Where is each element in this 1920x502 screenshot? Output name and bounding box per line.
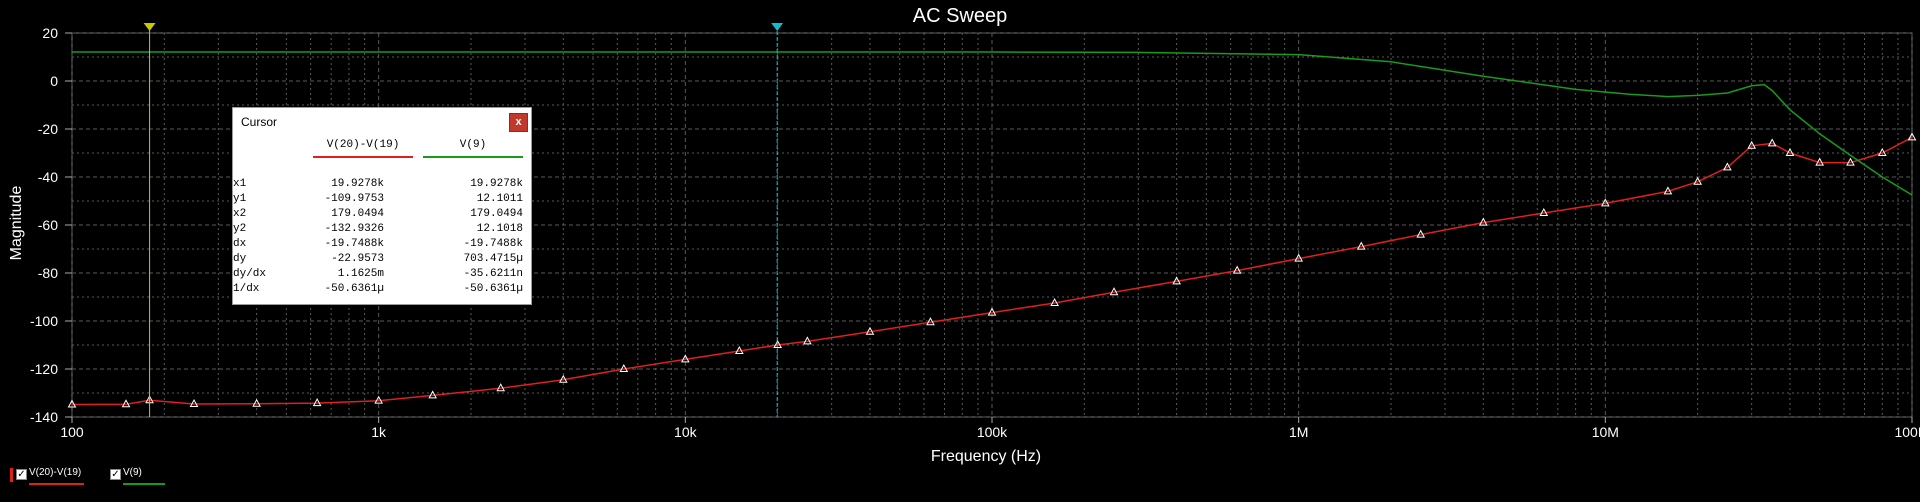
y-tick-label: 0 <box>50 73 58 89</box>
data-point-marker <box>312 398 322 407</box>
data-point-marker <box>865 326 875 335</box>
data-point-marker <box>1907 132 1917 141</box>
column-underline-series-1 <box>313 156 413 158</box>
chart-title: AC Sweep <box>913 5 1008 27</box>
data-point-marker <box>987 307 997 316</box>
column-header-series-1: V(20)-V(19) <box>326 139 400 151</box>
cursor-panel[interactable]: Cursor x V(20)-V(19) V(9) x1 19.9278k 19.9… <box>232 107 532 305</box>
data-point-marker <box>1050 297 1059 306</box>
legend-checkbox-series-1[interactable]: ✓ <box>16 469 27 480</box>
x-tick-label: 1k <box>371 424 387 440</box>
series-line-1 <box>71 136 1913 406</box>
data-point-marker <box>1693 176 1702 185</box>
data-point-marker <box>803 336 812 345</box>
data-point-marker <box>1747 140 1756 149</box>
data-point-marker <box>1767 138 1777 147</box>
data-point-marker <box>374 395 384 404</box>
x-tick-label: 10k <box>674 424 698 440</box>
y-tick-label: -20 <box>38 121 58 137</box>
legend-label-series-1: V(20)-V(19) <box>29 467 82 478</box>
data-point-marker <box>428 390 438 399</box>
cursor-2-handle[interactable] <box>771 23 784 31</box>
data-point-marker <box>1172 276 1181 285</box>
y-tick-label: -40 <box>38 169 58 185</box>
column-header-series-2: V(9) <box>459 139 487 151</box>
data-point-marker <box>558 374 568 383</box>
y-axis-label: Magnitude <box>8 186 25 261</box>
legend-line-series-1 <box>29 483 84 485</box>
data-point-marker <box>1416 229 1426 238</box>
series-line-2 <box>72 51 1913 196</box>
cursor-row-inv-dx: 1/dx -50.6361µ -50.6361µ <box>233 283 523 295</box>
legend-label-series-2: V(9) <box>123 467 142 478</box>
x-tick-label: 1M <box>1289 424 1308 440</box>
cursor-row-dx: dx -19.7488k -19.7488k <box>233 238 523 250</box>
y-tick-label: -60 <box>38 217 58 233</box>
data-point-marker <box>1785 147 1795 156</box>
legend-color-marker <box>10 468 13 482</box>
data-point-marker <box>1109 287 1119 296</box>
close-button[interactable]: x <box>509 113 528 132</box>
x-tick-label: 100k <box>977 424 1008 440</box>
y-tick-label: 20 <box>42 25 58 41</box>
column-underline-series-2 <box>423 156 523 158</box>
cursor-row-x1: x1 19.9278k 19.9278k <box>233 178 523 190</box>
x-tick-label: 10M <box>1592 424 1619 440</box>
series-layer <box>67 51 1917 408</box>
y-tick-label: -100 <box>30 313 58 329</box>
data-point-marker <box>1846 157 1855 166</box>
data-point-marker <box>1723 162 1732 171</box>
data-point-marker <box>773 339 782 348</box>
data-point-marker <box>121 399 131 408</box>
cursor-row-y1: y1 -109.9753 12.1011 <box>233 193 523 205</box>
data-point-marker <box>1539 207 1549 216</box>
cursor-row-x2: x2 179.0494 179.0494 <box>233 208 523 220</box>
data-point-marker <box>1232 265 1242 274</box>
cursor-layer[interactable] <box>143 23 784 417</box>
legend-item-series-1[interactable]: ✓ V(20)-V(19) <box>10 464 102 486</box>
legend: ✓ V(20)-V(19) ✓ V(9) <box>10 464 188 486</box>
data-point-marker <box>1356 241 1366 250</box>
cursor-1-handle[interactable] <box>143 23 156 31</box>
data-point-marker <box>1877 147 1887 156</box>
y-tick-label: -140 <box>30 409 58 425</box>
y-tick-label: -120 <box>30 361 58 377</box>
legend-line-series-2 <box>123 483 165 485</box>
cursor-row-dydx: dy/dx 1.1625m -35.6211n <box>233 268 523 280</box>
data-point-marker <box>67 399 77 408</box>
data-point-marker <box>1663 186 1673 195</box>
data-point-marker <box>1478 217 1488 226</box>
data-point-marker <box>496 383 506 392</box>
data-point-marker <box>734 345 744 354</box>
data-point-marker <box>252 398 261 407</box>
legend-item-series-2[interactable]: ✓ V(9) <box>110 464 180 486</box>
y-tick-label: -80 <box>38 265 58 281</box>
legend-checkbox-series-2[interactable]: ✓ <box>110 469 121 480</box>
data-point-marker <box>1600 198 1610 207</box>
data-point-marker <box>189 398 199 408</box>
data-point-marker <box>1815 157 1825 166</box>
cursor-panel-title: Cursor <box>241 115 278 129</box>
data-point-marker <box>619 363 629 372</box>
cursor-row-y2: y2 -132.9326 12.1018 <box>233 223 523 235</box>
x-axis-label: Frequency (Hz) <box>931 448 1041 465</box>
x-tick-label: 100 <box>60 424 84 440</box>
data-point-marker <box>1294 253 1304 262</box>
data-point-marker <box>926 317 935 326</box>
data-point-marker <box>680 354 690 363</box>
x-tick-label: 100M <box>1894 424 1920 440</box>
cursor-row-dy: dy -22.9573 703.4715µ <box>233 253 523 265</box>
